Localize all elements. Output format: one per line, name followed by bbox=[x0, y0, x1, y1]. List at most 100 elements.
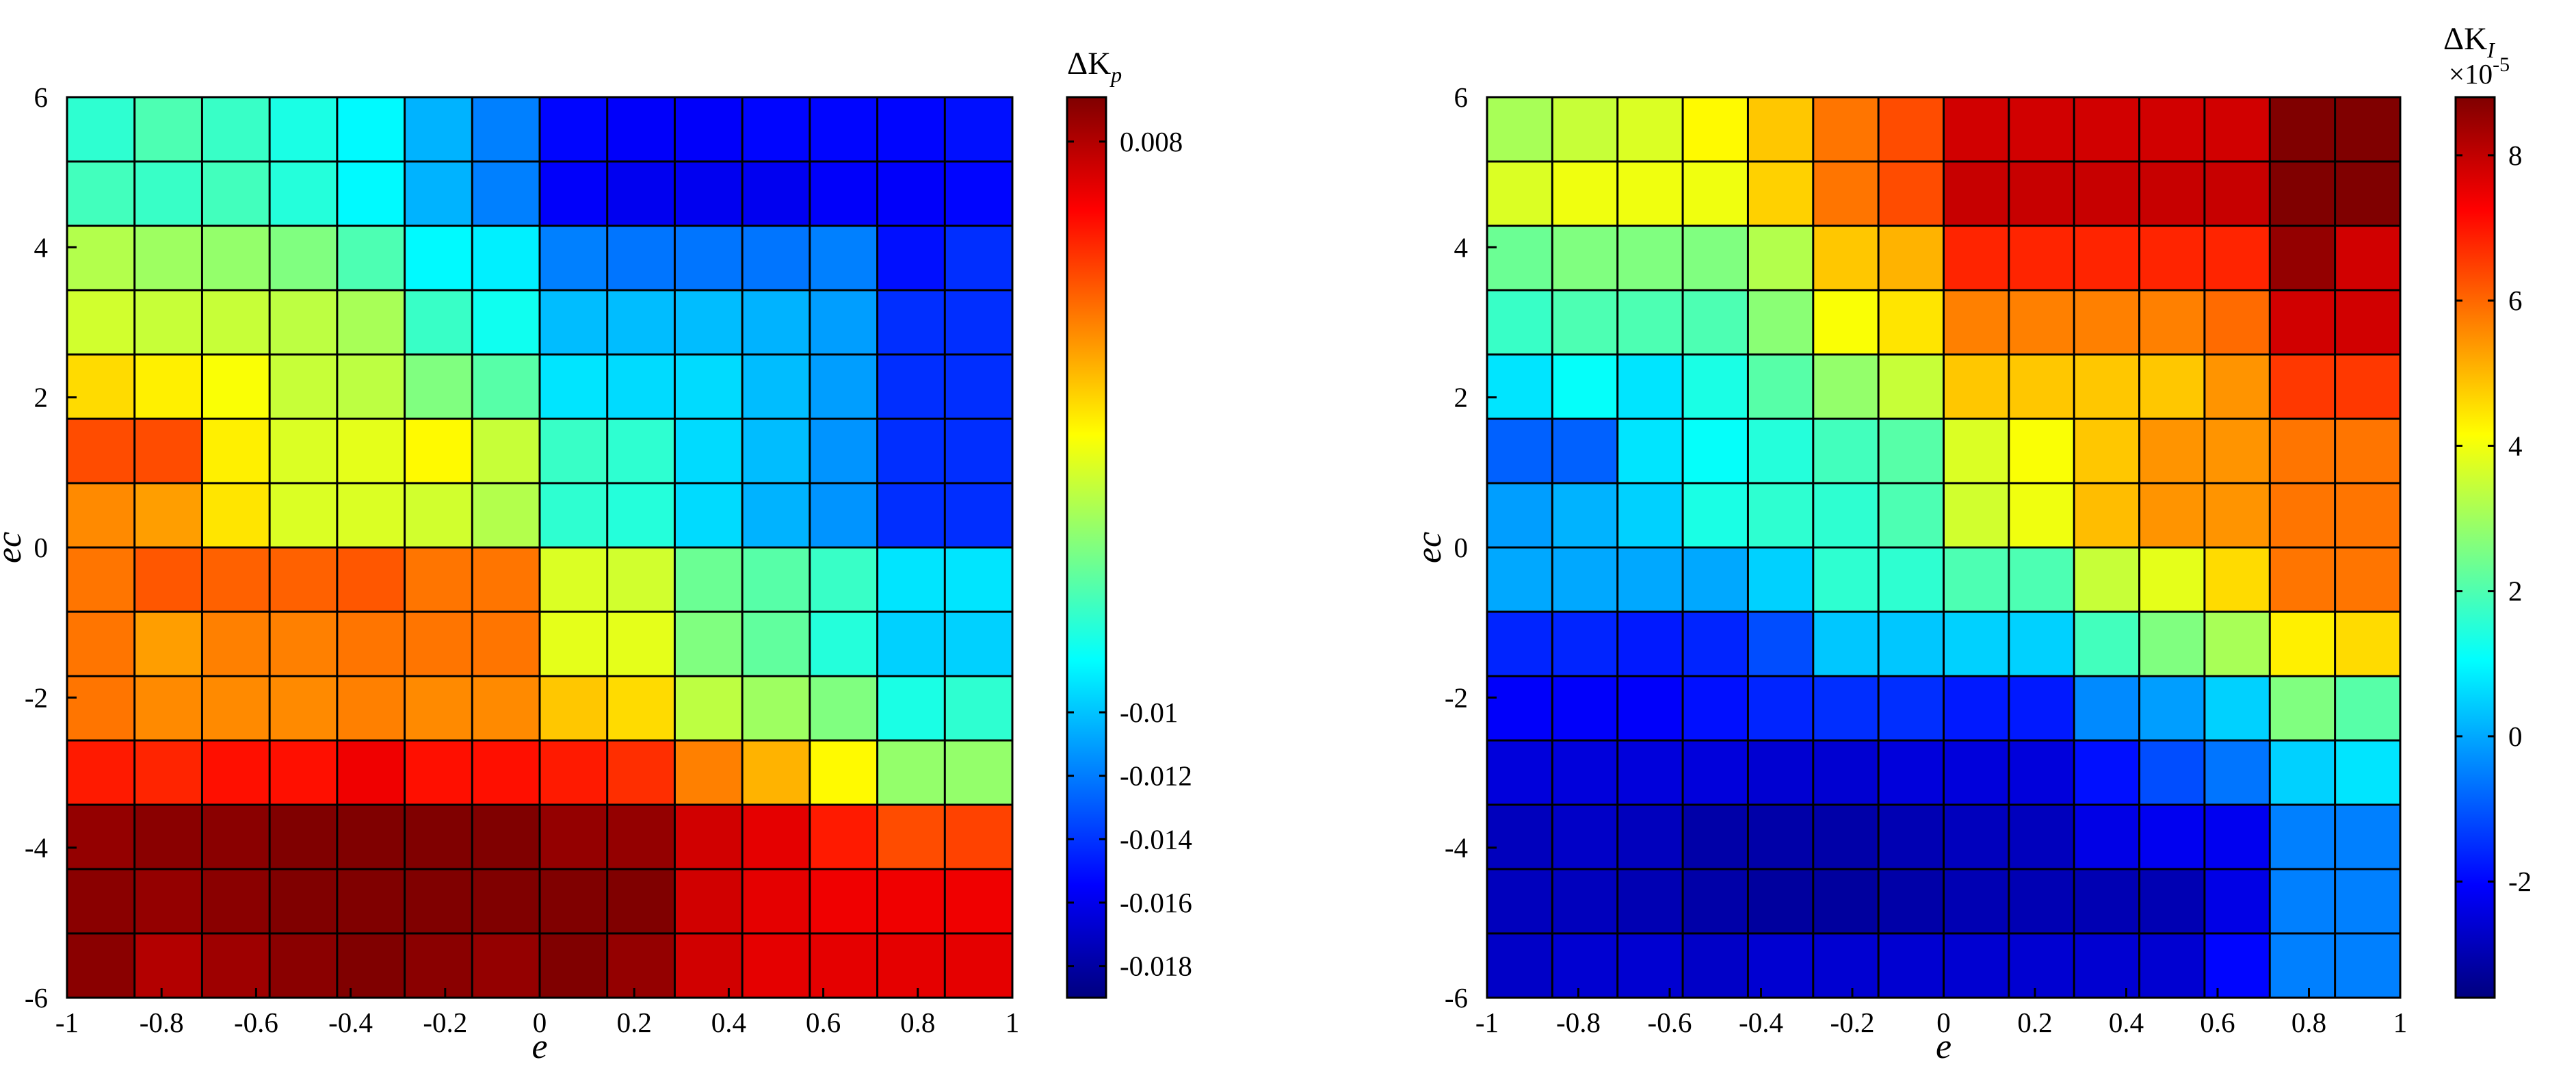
x-tick-label: 0 bbox=[533, 1007, 547, 1038]
x-tick-label: 0.6 bbox=[2200, 1007, 2235, 1038]
heatmap-cell bbox=[742, 805, 811, 870]
heatmap-cell bbox=[1683, 612, 1749, 677]
heatmap-cell bbox=[674, 933, 743, 998]
heatmap-cell bbox=[2204, 161, 2270, 227]
heatmap-cell bbox=[337, 740, 406, 805]
heatmap-cell bbox=[1943, 419, 2010, 484]
colorbar-tick-label: 8 bbox=[2508, 140, 2523, 171]
heatmap-cell bbox=[337, 354, 406, 419]
heatmap-cell bbox=[2335, 354, 2401, 419]
y-tick-label: 4 bbox=[34, 231, 49, 263]
heatmap-cell bbox=[742, 226, 811, 291]
heatmap-cell bbox=[2008, 612, 2075, 677]
heatmap-cell bbox=[877, 805, 945, 870]
heatmap-cell bbox=[1813, 740, 1879, 805]
heatmap-cell bbox=[1878, 869, 1945, 934]
heatmap-cell bbox=[877, 354, 945, 419]
heatmap-cell bbox=[337, 161, 406, 227]
colorbar: 0.008 -0.01 -0.012 -0.014 -0.016 -0.018 ΔKp bbox=[1066, 46, 1192, 999]
heatmap-cell bbox=[270, 612, 338, 677]
heatmap-cell bbox=[1617, 161, 1683, 227]
heatmap-cell bbox=[270, 740, 338, 805]
heatmap-cell bbox=[2139, 161, 2205, 227]
heatmap-cell bbox=[2074, 612, 2140, 677]
heatmap-cell bbox=[2335, 612, 2401, 677]
heatmap-cell bbox=[2074, 419, 2140, 484]
heatmap-cell bbox=[270, 805, 338, 870]
heatmap-cell bbox=[2270, 740, 2336, 805]
heatmap-cell bbox=[1617, 740, 1683, 805]
heatmap-cells bbox=[1487, 97, 2401, 998]
heatmap-cell bbox=[540, 740, 608, 805]
heatmap-cell bbox=[809, 161, 878, 227]
heatmap-cell bbox=[472, 97, 540, 162]
heatmap-cell bbox=[809, 676, 878, 741]
heatmap-cell bbox=[270, 226, 338, 291]
heatmap-cell bbox=[2139, 612, 2205, 677]
x-tick-label: 0.4 bbox=[711, 1007, 746, 1038]
heatmap-cell bbox=[945, 612, 1013, 677]
colorbar-tick-label: -0.016 bbox=[1120, 887, 1192, 918]
heatmap-cell bbox=[2074, 740, 2140, 805]
heatmap-cell bbox=[1878, 226, 1945, 291]
heatmap-cell bbox=[2270, 97, 2336, 162]
heatmap-cell bbox=[1552, 354, 1618, 419]
colorbar-tick-label: -2 bbox=[2508, 866, 2532, 897]
colorbar-tick-label: 2 bbox=[2508, 576, 2523, 607]
heatmap-cell bbox=[877, 612, 945, 677]
heatmap-cell bbox=[404, 740, 473, 805]
colorbar: 8 6 4 2 0 -2 ΔKI×10-5 bbox=[2443, 21, 2532, 999]
heatmap-cell bbox=[2139, 419, 2205, 484]
heatmap-cell bbox=[67, 676, 135, 741]
colorbar-title: ΔKp bbox=[1067, 46, 1122, 87]
heatmap-cell bbox=[742, 612, 811, 677]
heatmap-cell bbox=[1878, 805, 1945, 870]
heatmap-cell bbox=[1943, 869, 2010, 934]
heatmap-cell bbox=[472, 483, 540, 548]
heatmap-cell bbox=[1683, 419, 1749, 484]
y-tick-label: -2 bbox=[1445, 682, 1468, 713]
colorbar-tick-label: -0.01 bbox=[1120, 697, 1178, 728]
heatmap-cell bbox=[2335, 740, 2401, 805]
heatmap-cell bbox=[809, 226, 878, 291]
heatmap-cell bbox=[1878, 676, 1945, 741]
heatmap-cell bbox=[404, 226, 473, 291]
heatmap-cell bbox=[202, 290, 270, 355]
heatmap-cell bbox=[1617, 547, 1683, 612]
x-tick-label: -0.4 bbox=[1739, 1007, 1783, 1038]
heatmap-cell bbox=[1943, 933, 2010, 998]
heatmap-cell bbox=[2335, 869, 2401, 934]
heatmap-cell bbox=[134, 354, 203, 419]
heatmap-cell bbox=[607, 483, 676, 548]
heatmap-cell bbox=[2008, 97, 2075, 162]
x-tick-label: -0.2 bbox=[423, 1007, 467, 1038]
heatmap-cell bbox=[1617, 612, 1683, 677]
heatmap-cell bbox=[1487, 740, 1553, 805]
heatmap-cell bbox=[2204, 483, 2270, 548]
colorbar-exponent-power: -5 bbox=[2493, 53, 2510, 76]
heatmap-cell bbox=[337, 547, 406, 612]
heatmap-cell bbox=[540, 547, 608, 612]
heatmap-cell bbox=[2204, 354, 2270, 419]
heatmap-cell bbox=[2139, 97, 2205, 162]
heatmap-cell bbox=[1813, 354, 1879, 419]
y-tick-label: 6 bbox=[34, 81, 49, 113]
heatmap-cell bbox=[1552, 97, 1618, 162]
x-tick-label: 0.2 bbox=[2017, 1007, 2052, 1038]
heatmap-cell bbox=[67, 612, 135, 677]
heatmap-cell bbox=[2008, 161, 2075, 227]
heatmap-cell bbox=[1943, 97, 2010, 162]
heatmap-cell bbox=[134, 676, 203, 741]
heatmap-cell bbox=[2008, 226, 2075, 291]
heatmap-cells bbox=[67, 97, 1013, 998]
heatmap-cell bbox=[945, 354, 1013, 419]
heatmap-cell bbox=[270, 161, 338, 227]
heatmap-cell bbox=[607, 740, 676, 805]
heatmap-cell bbox=[1878, 547, 1945, 612]
heatmap-cell bbox=[67, 97, 135, 162]
heatmap-cell bbox=[2204, 547, 2270, 612]
heatmap-cell bbox=[1683, 97, 1749, 162]
heatmap-cell bbox=[674, 547, 743, 612]
heatmap-cell bbox=[1487, 483, 1553, 548]
